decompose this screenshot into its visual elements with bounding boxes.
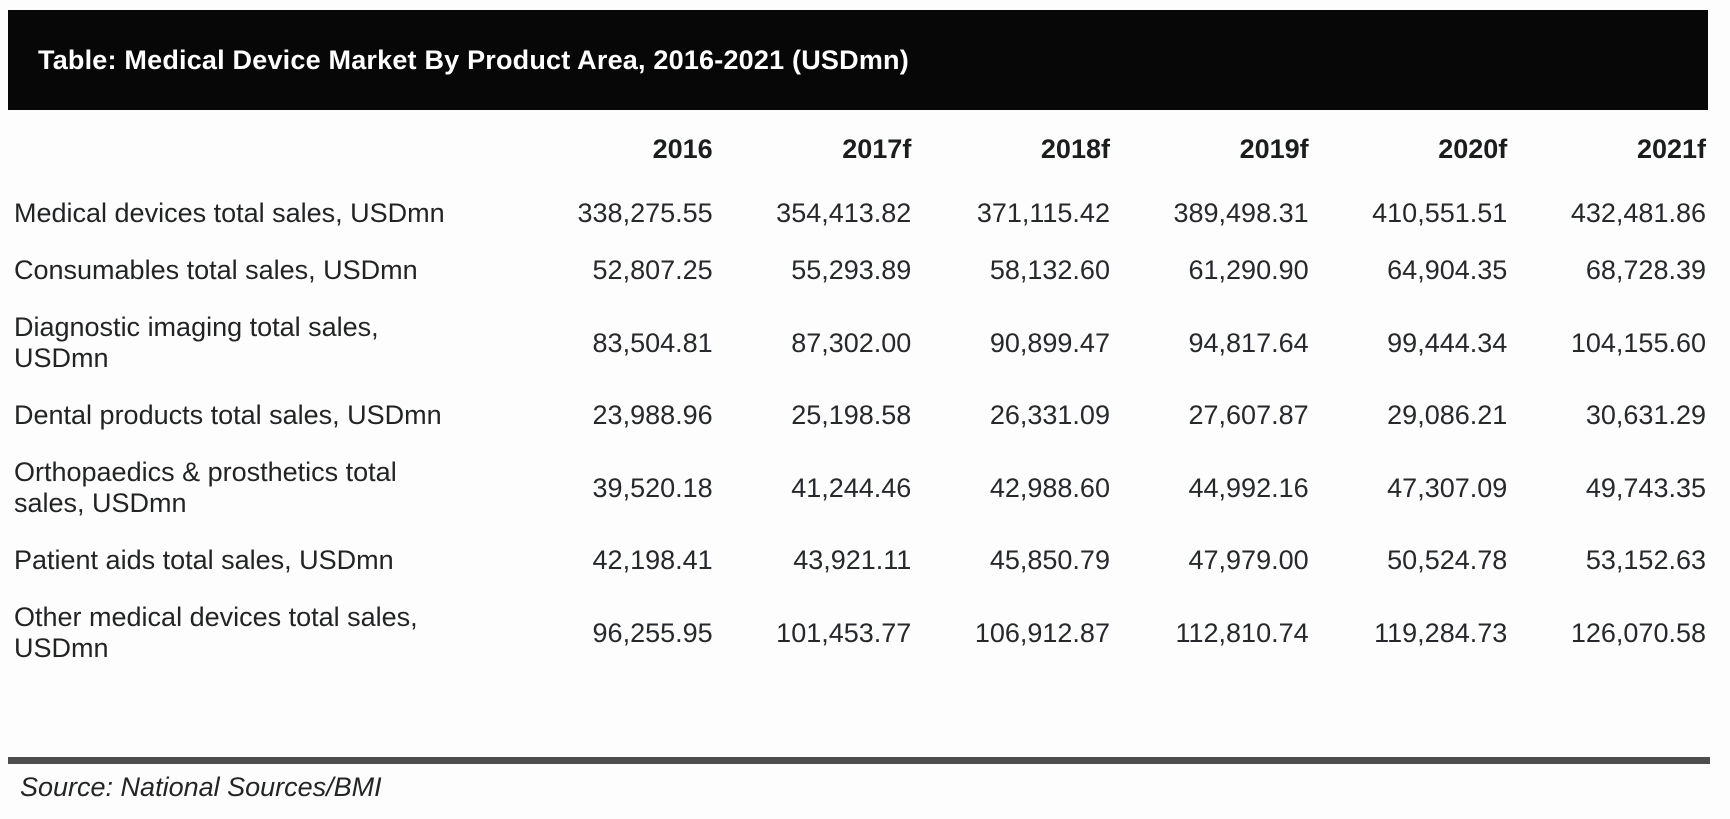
cell-value: 42,988.60 — [989, 472, 1110, 503]
cell-value: 104,155.60 — [1570, 327, 1706, 358]
table-row: Orthopaedics & prosthetics total sales, … — [14, 444, 1706, 532]
bottom-rule-divider — [8, 757, 1710, 764]
cell-value: 53,152.63 — [1585, 545, 1706, 575]
cell-value: 112,810.74 — [1175, 617, 1309, 648]
cell-value: 126,070.58 — [1570, 617, 1706, 648]
cell-value: 29,086.21 — [1387, 400, 1508, 430]
cell-value: 94,817.64 — [1188, 327, 1309, 358]
year-column-header: 2016 — [652, 134, 713, 164]
cell-value: 55,293.89 — [791, 255, 912, 285]
cell-value: 50,524.78 — [1387, 545, 1508, 575]
cell-value: 58,132.60 — [989, 255, 1110, 285]
cell-value: 27,607.87 — [1188, 400, 1309, 430]
cell-value: 99,444.34 — [1387, 327, 1508, 358]
source-attribution: Source: National Sources/BMI — [20, 772, 382, 802]
cell-value: 371,115.42 — [976, 198, 1110, 228]
medical-device-market-table: 2016 2017f 2018f 2019f 2020f 2021f Medical de… — [14, 112, 1706, 677]
cell-value: 26,331.09 — [989, 400, 1110, 430]
cell-value: 101,453.77 — [776, 617, 912, 648]
cell-value: 61,290.90 — [1188, 255, 1309, 285]
year-column-header: 2018f — [1040, 134, 1110, 164]
cell-value: 43,921.11 — [793, 545, 912, 575]
cell-value: 432,481.86 — [1570, 198, 1706, 228]
table-title-bar: Table: Medical Device Market By Product … — [8, 10, 1708, 110]
cell-value: 410,551.51 — [1372, 198, 1508, 228]
cell-value: 119,284.73 — [1374, 617, 1508, 648]
cell-value: 90,899.47 — [989, 327, 1110, 358]
row-label: Consumables total sales, USDmn — [14, 255, 418, 285]
year-column-header: 2020f — [1438, 134, 1508, 164]
table-title: Table: Medical Device Market By Product … — [38, 44, 909, 75]
table-header: 2016 2017f 2018f 2019f 2020f 2021f — [14, 112, 1706, 185]
row-label: Other medical devices total sales, USDmn — [14, 602, 418, 663]
cell-value: 47,307.09 — [1387, 472, 1508, 503]
cell-value: 44,992.16 — [1188, 472, 1309, 503]
year-column-header: 2017f — [842, 134, 912, 164]
label-column-header — [14, 112, 514, 185]
year-column-header: 2021f — [1636, 134, 1706, 164]
row-label: Orthopaedics & prosthetics total sales, … — [14, 457, 397, 518]
cell-value: 106,912.87 — [974, 617, 1110, 648]
table-row: Consumables total sales, USDmn 52,807.25 5… — [14, 242, 1706, 299]
table-row: Patient aids total sales, USDmn 42,198.41… — [14, 532, 1706, 589]
table-row: Dental products total sales, USDmn 23,988… — [14, 387, 1706, 444]
cell-value: 354,413.82 — [776, 198, 912, 228]
cell-value: 49,743.35 — [1585, 472, 1706, 503]
table-row: Medical devices total sales, USDmn 338,27… — [14, 185, 1706, 242]
cell-value: 389,498.31 — [1173, 198, 1309, 228]
row-label: Diagnostic imaging total sales, USDmn — [14, 312, 379, 373]
cell-value: 23,988.96 — [592, 400, 713, 430]
table-row: Other medical devices total sales, USDmn… — [14, 589, 1706, 677]
cell-value: 83,504.81 — [592, 327, 713, 358]
table-header-row: 2016 2017f 2018f 2019f 2020f 2021f — [14, 112, 1706, 185]
row-label: Medical devices total sales, USDmn — [14, 198, 445, 228]
cell-value: 87,302.00 — [791, 327, 912, 358]
cell-value: 96,255.95 — [592, 617, 713, 648]
cell-value: 39,520.18 — [592, 472, 713, 503]
cell-value: 41,244.46 — [791, 472, 912, 503]
row-label: Dental products total sales, USDmn — [14, 400, 442, 430]
cell-value: 30,631.29 — [1585, 400, 1706, 430]
cell-value: 338,275.55 — [577, 198, 713, 228]
year-column-header: 2019f — [1239, 134, 1309, 164]
cell-value: 25,198.58 — [791, 400, 912, 430]
cell-value: 42,198.41 — [592, 545, 713, 575]
table-row: Diagnostic imaging total sales, USDmn 83,… — [14, 299, 1706, 387]
cell-value: 45,850.79 — [989, 545, 1110, 575]
cell-value: 68,728.39 — [1585, 255, 1706, 285]
table-body: Medical devices total sales, USDmn 338,27… — [14, 185, 1706, 677]
cell-value: 47,979.00 — [1188, 545, 1309, 575]
cell-value: 64,904.35 — [1387, 255, 1508, 285]
row-label: Patient aids total sales, USDmn — [14, 545, 394, 575]
cell-value: 52,807.25 — [592, 255, 713, 285]
